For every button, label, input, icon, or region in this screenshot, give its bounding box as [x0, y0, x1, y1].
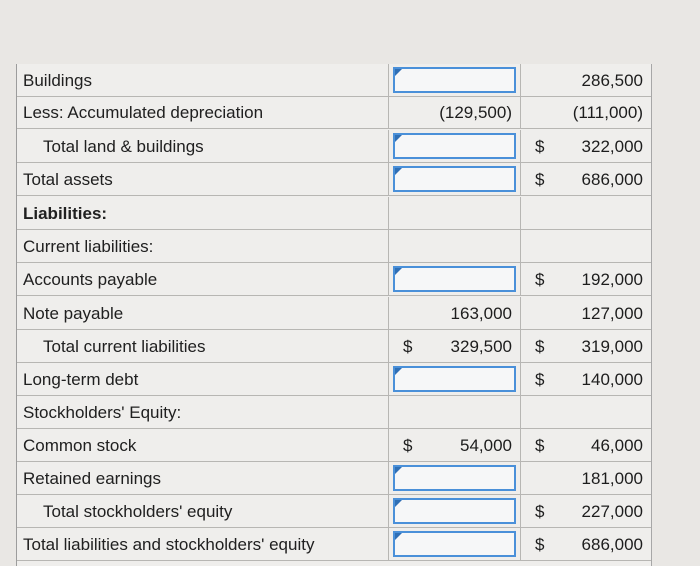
- current-year-cell: [388, 263, 520, 296]
- prior-year-cell: [520, 230, 651, 263]
- table-row: Note payable 163,000 127,000: [17, 297, 651, 330]
- table-row: Retained earnings 181,000: [17, 462, 651, 495]
- cell-value: 286,500: [581, 71, 643, 90]
- dollar-sign: $: [403, 337, 413, 356]
- prior-year-cell: $686,000: [520, 163, 651, 196]
- row-label: Buildings: [23, 71, 92, 90]
- cell-value: 227,000: [581, 502, 643, 521]
- row-label: Note payable: [23, 304, 124, 323]
- cell-value: 686,000: [581, 170, 643, 189]
- prior-year-cell: 286,500: [520, 64, 651, 97]
- dollar-sign: $: [535, 370, 545, 389]
- cell-value: 329,500: [450, 337, 512, 356]
- row-label: Common stock: [23, 436, 137, 455]
- answer-input[interactable]: [393, 67, 516, 93]
- cell-value: (129,500): [439, 103, 512, 122]
- prior-year-cell: [520, 396, 651, 429]
- cell-value: 140,000: [581, 370, 643, 389]
- current-year-cell: [388, 462, 520, 495]
- prior-year-cell: $46,000: [520, 429, 651, 462]
- table-row: Stockholders' Equity:: [17, 396, 651, 429]
- cell-value: 46,000: [591, 436, 643, 455]
- table-row: Liabilities:: [17, 197, 651, 230]
- prior-year-cell: $319,000: [520, 330, 651, 363]
- cell-value: 181,000: [581, 469, 643, 488]
- current-year-cell: [388, 495, 520, 528]
- table-row: Total current liabilities $329,500 $319,00…: [17, 330, 651, 363]
- row-label: Less: Accumulated depreciation: [23, 103, 264, 122]
- row-label: Retained earnings: [23, 469, 161, 488]
- row-label: Total land & buildings: [43, 137, 204, 156]
- dollar-sign: $: [535, 502, 545, 521]
- current-year-cell: $54,000: [388, 429, 520, 462]
- dollar-sign: $: [535, 337, 545, 356]
- prior-year-cell: 127,000: [520, 297, 651, 330]
- row-label: Total current liabilities: [43, 337, 206, 356]
- dollar-sign: $: [535, 535, 545, 554]
- dollar-sign: $: [535, 270, 545, 289]
- cell-value: 322,000: [581, 137, 643, 156]
- table-row: Common stock $54,000 $46,000: [17, 429, 651, 462]
- cell-value: (111,000): [572, 103, 643, 122]
- row-label: Total liabilities and stockholders' equi…: [23, 535, 315, 554]
- current-year-cell: (129,500): [388, 96, 520, 129]
- prior-year-cell: 181,000: [520, 462, 651, 495]
- dollar-sign: $: [535, 436, 545, 455]
- answer-input[interactable]: [393, 531, 516, 557]
- cell-value: 319,000: [581, 337, 643, 356]
- answer-input[interactable]: [393, 465, 516, 491]
- current-year-cell: [388, 230, 520, 263]
- answer-input[interactable]: [393, 166, 516, 192]
- balance-sheet-table: Buildings 286,500 Less: Accumulated deprec…: [16, 64, 652, 566]
- current-year-cell: [388, 363, 520, 396]
- row-label: Accounts payable: [23, 270, 158, 289]
- prior-year-cell: (111,000): [520, 96, 651, 129]
- table-row: Current liabilities:: [17, 230, 651, 263]
- row-label: Current liabilities:: [23, 237, 154, 256]
- current-year-cell: [388, 130, 520, 163]
- current-year-cell: [388, 64, 520, 97]
- cell-value: 163,000: [450, 304, 512, 323]
- current-year-cell: [388, 396, 520, 429]
- row-label: Total stockholders' equity: [43, 502, 233, 521]
- dollar-sign: $: [535, 170, 545, 189]
- current-year-cell: 163,000: [388, 297, 520, 330]
- prior-year-cell: $322,000: [520, 130, 651, 163]
- answer-input[interactable]: [393, 366, 516, 392]
- table-row: Total assets $686,000: [17, 163, 651, 196]
- prior-year-cell: $192,000: [520, 263, 651, 296]
- answer-input[interactable]: [393, 498, 516, 524]
- row-label: Liabilities:: [23, 204, 108, 223]
- table-row: Buildings 286,500: [17, 64, 651, 97]
- table-row: Total stockholders' equity $227,000: [17, 495, 651, 528]
- table-row: Accounts payable $192,000: [17, 263, 651, 296]
- prior-year-cell: $686,000: [520, 528, 651, 561]
- current-year-cell: [388, 197, 520, 230]
- row-label: Total assets: [23, 170, 113, 189]
- cell-value: 686,000: [581, 535, 643, 554]
- prior-year-cell: [520, 197, 651, 230]
- row-label: Stockholders' Equity:: [23, 403, 182, 422]
- dollar-sign: $: [403, 436, 413, 455]
- table-row: Long-term debt $140,000: [17, 363, 651, 396]
- current-year-cell: [388, 163, 520, 196]
- current-year-cell: $329,500: [388, 330, 520, 363]
- prior-year-cell: $140,000: [520, 363, 651, 396]
- table-row: Total land & buildings $322,000: [17, 130, 651, 163]
- cell-value: 54,000: [460, 436, 512, 455]
- table-row: Total liabilities and stockholders' equi…: [17, 528, 651, 561]
- table-row: Less: Accumulated depreciation (129,500) (…: [17, 96, 651, 129]
- prior-year-cell: $227,000: [520, 495, 651, 528]
- cell-value: 192,000: [581, 270, 643, 289]
- answer-input[interactable]: [393, 133, 516, 159]
- row-label: Long-term debt: [23, 370, 139, 389]
- cell-value: 127,000: [581, 304, 643, 323]
- current-year-cell: [388, 528, 520, 561]
- answer-input[interactable]: [393, 266, 516, 292]
- dollar-sign: $: [535, 137, 545, 156]
